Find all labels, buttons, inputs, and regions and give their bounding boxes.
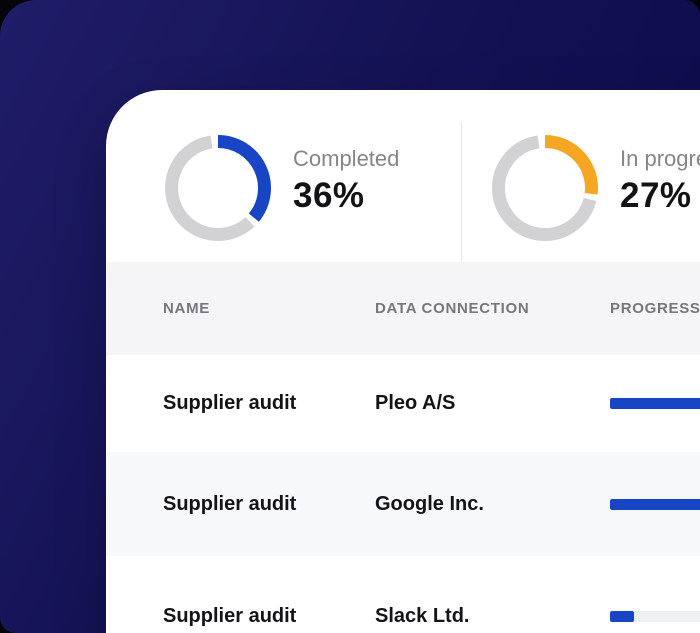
- stats-row: Completed 36% In progress 27%: [106, 90, 700, 262]
- stat-in-progress-label: In progress: [620, 146, 700, 171]
- stats-divider: [461, 122, 462, 262]
- column-header-progress: PROGRESS: [610, 300, 700, 317]
- row-data-connection: Google Inc.: [375, 492, 484, 515]
- progress-bar: [610, 398, 700, 409]
- table-row[interactable]: Supplier audit Pleo A/S: [106, 355, 700, 452]
- row-data-connection: Slack Ltd.: [375, 604, 470, 627]
- stat-in-progress-text: In progress 27%: [620, 145, 700, 262]
- progress-bar-fill: [610, 398, 700, 409]
- row-name: Supplier audit: [163, 392, 297, 414]
- progress-bar: [610, 610, 700, 622]
- row-name: Supplier audit: [163, 492, 297, 515]
- stat-in-progress-value: 27%: [620, 175, 692, 215]
- audits-table: NAME DATA CONNECTION PROGRESS Supplier a…: [106, 262, 700, 633]
- row-progress-cell: [610, 610, 700, 622]
- progress-bar: [610, 498, 700, 510]
- table-row[interactable]: Supplier audit Google Inc.: [106, 452, 700, 556]
- stat-completed-value: 36%: [293, 175, 365, 215]
- in-progress-donut-chart: [492, 135, 598, 241]
- stat-completed-label: Completed: [293, 146, 400, 171]
- column-header-name: NAME: [163, 300, 210, 317]
- row-name: Supplier audit: [163, 604, 297, 627]
- stat-completed-text: Completed 36%: [293, 145, 399, 262]
- stat-completed: Completed 36%: [106, 90, 461, 262]
- stat-in-progress: In progress 27%: [462, 90, 700, 262]
- completed-donut-chart: [165, 135, 271, 241]
- row-data-connection: Pleo A/S: [375, 392, 456, 414]
- column-header-data-connection: DATA CONNECTION: [375, 300, 530, 317]
- table-header-row: NAME DATA CONNECTION PROGRESS: [106, 262, 700, 355]
- progress-bar-fill: [610, 498, 700, 510]
- table-row[interactable]: Supplier audit Slack Ltd.: [106, 556, 700, 633]
- dashboard-card: Completed 36% In progress 27% NAME: [106, 90, 700, 633]
- row-progress-cell: [610, 398, 700, 409]
- progress-bar-fill: [610, 610, 634, 622]
- row-progress-cell: [610, 498, 700, 510]
